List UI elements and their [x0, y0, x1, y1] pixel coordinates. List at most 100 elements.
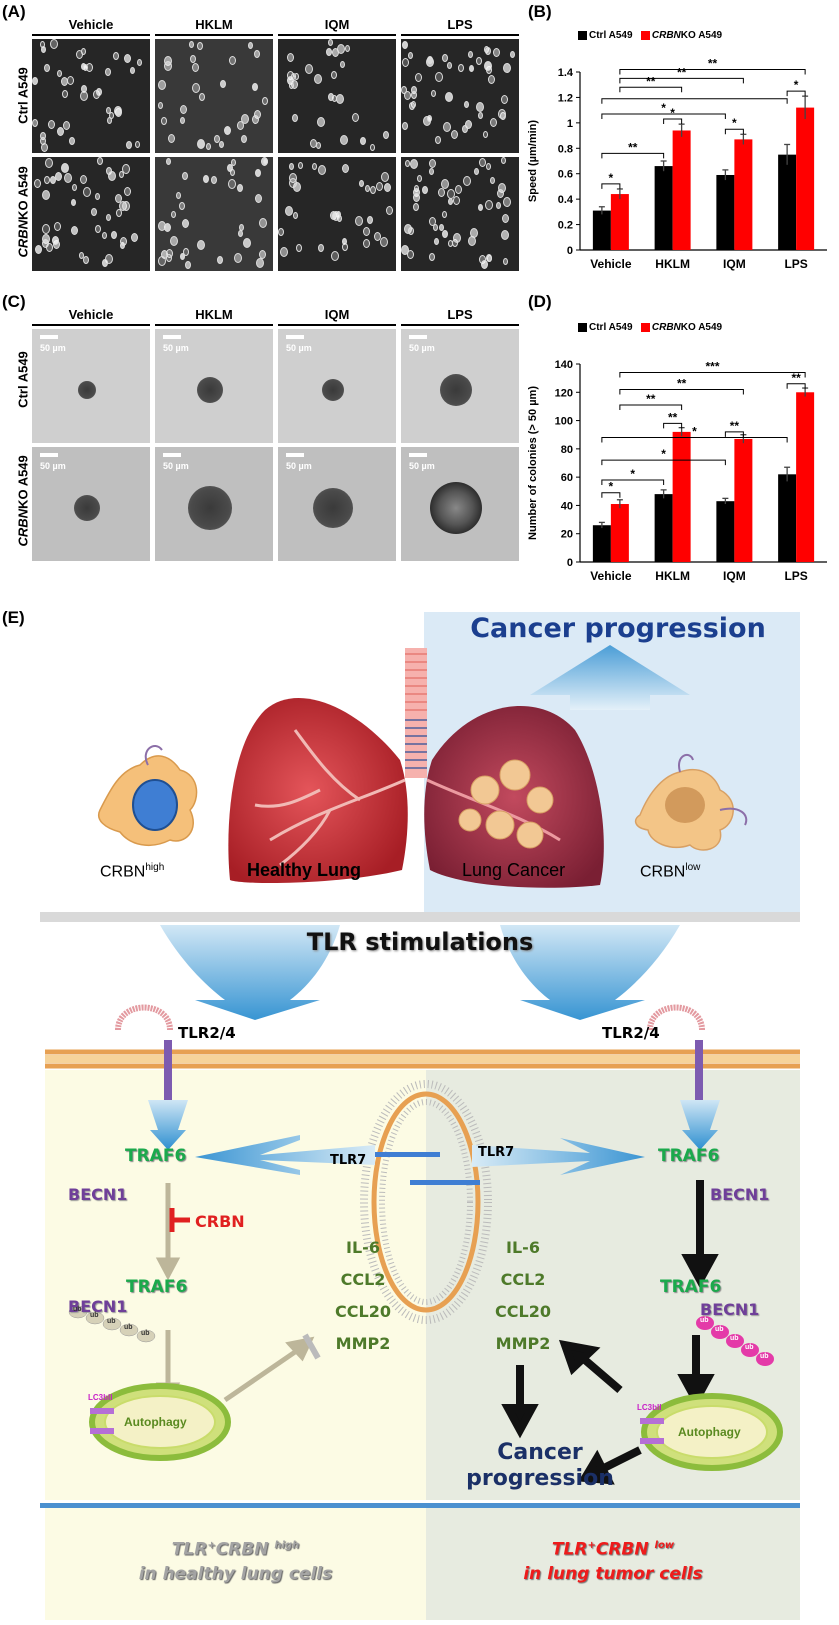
panel-a-row-crbnko: CRBNKO A549: [15, 166, 31, 258]
right-receptor-arrow: [680, 1100, 720, 1150]
y-tick-label: 60: [561, 472, 573, 484]
lung-cancer-label: Lung Cancer: [462, 860, 566, 880]
endosome: [360, 1080, 492, 1324]
panel-e-label: (E): [2, 608, 25, 627]
crbn-low-cell: [634, 753, 748, 851]
ub-chain-right: [696, 1316, 774, 1366]
traf6-right-top: TRAF6: [658, 1146, 720, 1166]
significance-label: *: [692, 425, 697, 439]
becn1-right-top: BECN1: [710, 1185, 770, 1204]
footer-left: TLR+CRBN high in healthy lung cells: [138, 1539, 333, 1584]
colony: [188, 486, 232, 530]
tlr24-receptor-right: [647, 1004, 705, 1100]
legend-crbnko: CRBNKO A549: [640, 322, 722, 333]
panel-c-label: (C): [2, 292, 26, 311]
y-tick-label: 1.2: [558, 92, 573, 104]
traf6-right-mid: TRAF6: [660, 1277, 722, 1297]
colony-image: 50 µm: [155, 447, 273, 561]
up-arrow: [530, 645, 690, 710]
significance-bracket: [663, 118, 683, 125]
micrograph: [32, 157, 150, 271]
autophagy-right: Autophagy: [678, 1425, 741, 1439]
column-header-lps: LPS: [447, 307, 473, 322]
bar: [734, 139, 753, 250]
bar: [716, 501, 735, 562]
cytokines-left: IL-6 CCL2 CCL20 MMP2: [318, 1232, 408, 1360]
column-header-lps: LPS: [447, 17, 473, 32]
significance-label: **: [677, 376, 687, 390]
column-underline: [32, 34, 150, 36]
colonies-bar-chart: 0 20 40 60 80 100 120 140 Number of colonies (> …: [527, 359, 827, 583]
cytokine-label: CCL2: [340, 1270, 386, 1289]
tlr24-right-label: TLR2/4: [602, 1024, 660, 1042]
significance-label: ***: [705, 359, 719, 373]
ub-label: ub: [107, 1318, 116, 1325]
ub-label: ub: [124, 1324, 133, 1331]
scale-label: 50 µm: [409, 343, 435, 353]
bar: [778, 154, 797, 250]
micrograph: [278, 39, 396, 153]
y-tick-label: 1: [567, 118, 573, 130]
scale-bar: [409, 453, 427, 457]
significance-bracket: [619, 371, 806, 378]
significance-label: *: [661, 101, 666, 115]
ub-label: ub: [760, 1353, 769, 1360]
cytokine-label: CCL20: [335, 1302, 391, 1321]
column-header-iqm: IQM: [324, 307, 350, 322]
ub-label: ub: [141, 1330, 150, 1337]
micrograph: [401, 39, 519, 153]
significance-bracket: [619, 77, 744, 84]
colony: [78, 381, 96, 399]
cytokine-label: CCL2: [500, 1270, 546, 1289]
significance-bracket: [619, 68, 806, 75]
y-tick-label: 1.4: [558, 67, 574, 79]
footer-left-bg: [45, 1508, 426, 1620]
significance-bracket: [786, 383, 806, 389]
ub-chain-left: [68, 1305, 156, 1343]
significance-label: **: [646, 392, 656, 406]
x-tick-label: Vehicle: [590, 569, 632, 583]
bar: [796, 107, 815, 250]
y-tick-label: 100: [555, 416, 573, 428]
significance-bracket: [601, 113, 726, 119]
y-axis-label: Number of colonies (> 50 µm): [527, 386, 539, 540]
micrograph: [32, 39, 150, 153]
x-tick-label: LPS: [784, 257, 807, 271]
tlr7-left-label: TLR7: [330, 1153, 367, 1168]
lc3-left: LC3bII: [88, 1393, 113, 1402]
left-bronchi: [254, 729, 406, 867]
left-stim-arrow: [160, 925, 340, 1020]
left-receptor-arrow: [148, 1100, 188, 1150]
cytokine-inhibit-bar: [302, 1333, 321, 1360]
bar: [734, 438, 753, 562]
column-underline: [155, 324, 273, 326]
colony: [197, 377, 223, 403]
significance-label: **: [730, 419, 740, 433]
significance-label: *: [794, 78, 799, 92]
autophagosome-left: [89, 1383, 231, 1461]
scale-bar: [40, 335, 58, 339]
cancer-progression-bottom: Cancer progression: [466, 1440, 614, 1491]
scale-label: 50 µm: [40, 461, 66, 471]
bottom-separator: [40, 1503, 800, 1508]
bar: [716, 174, 735, 250]
y-tick-label: 0: [567, 245, 573, 257]
becn1-left-mid: BECN1: [68, 1297, 128, 1316]
column-underline: [155, 34, 273, 36]
significance-bracket: [619, 388, 744, 395]
ub-label: ub: [730, 1335, 739, 1342]
speed-bar-chart: 0 0.2 0.4 0.6 0.8 1 1.2 1.4 Speed (µm/min) Vehicl…: [527, 56, 827, 271]
panel-a-row-ctrl: Ctrl A549: [15, 67, 31, 124]
y-tick-label: 120: [555, 387, 573, 399]
column-underline: [278, 34, 396, 36]
cytokine-label: IL-6: [346, 1238, 380, 1257]
column-underline: [401, 324, 519, 326]
panel-c-row-ctrl: Ctrl A549: [15, 351, 31, 408]
y-tick-label: 80: [561, 444, 573, 456]
scale-bar: [286, 453, 304, 457]
micrograph: [155, 39, 273, 153]
legend-ctrl: Ctrl A549: [578, 30, 633, 41]
healthy-lung-label: Healthy Lung: [247, 860, 362, 880]
crbn-inhibit-label: CRBN: [195, 1212, 245, 1231]
crbn-high-cell: [98, 745, 198, 847]
